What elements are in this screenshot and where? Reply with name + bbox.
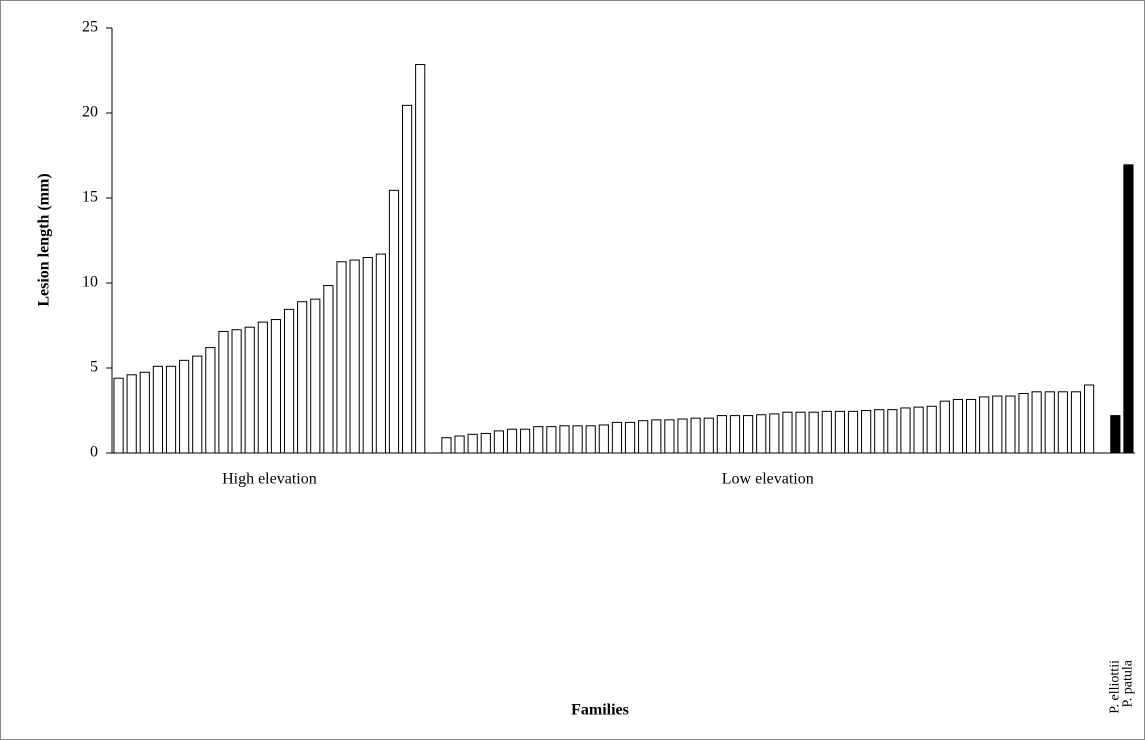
bar	[362, 257, 373, 454]
bar	[887, 409, 898, 454]
bar	[638, 420, 649, 454]
bar	[454, 435, 465, 454]
bar	[611, 421, 623, 454]
y-tick-label: 5	[90, 359, 98, 376]
bar	[979, 396, 990, 454]
bar	[926, 405, 937, 454]
bar	[244, 326, 255, 454]
bar	[1018, 393, 1029, 454]
bar	[402, 104, 413, 454]
bar	[546, 426, 557, 454]
bar	[1005, 395, 1016, 454]
bar	[1070, 391, 1082, 454]
bar	[257, 321, 268, 454]
bar	[480, 432, 491, 454]
bar	[1031, 391, 1042, 454]
bar	[1110, 415, 1121, 454]
bar	[415, 64, 426, 454]
bar	[874, 409, 885, 454]
bar	[323, 285, 334, 454]
bar	[139, 371, 150, 454]
bar	[952, 398, 964, 454]
bar	[467, 433, 478, 454]
x-axis-label: Families	[571, 702, 629, 719]
bar	[847, 410, 859, 454]
bar	[205, 347, 216, 454]
bar	[664, 419, 675, 454]
bar	[703, 417, 714, 454]
bar	[336, 261, 347, 454]
bar	[1123, 164, 1134, 454]
bar	[349, 259, 360, 454]
bar	[559, 425, 570, 454]
bar	[992, 395, 1003, 454]
bar	[520, 428, 531, 454]
bar	[441, 437, 452, 454]
bar	[310, 298, 321, 454]
y-tick-label: 0	[90, 444, 98, 461]
bar	[795, 411, 806, 454]
bar	[756, 414, 767, 454]
bar	[126, 374, 137, 454]
bar	[743, 415, 754, 454]
bar	[506, 428, 518, 454]
bar	[388, 189, 400, 454]
bar	[283, 308, 295, 454]
bar	[808, 411, 819, 454]
bar	[1044, 391, 1055, 454]
bar	[533, 426, 544, 454]
y-axis-label: Lesion length (mm)	[36, 173, 53, 306]
bar	[769, 413, 780, 454]
y-tick-label: 15	[82, 189, 98, 206]
bar	[677, 418, 688, 454]
bar	[585, 425, 596, 454]
bar	[113, 377, 124, 454]
group-label: Low elevation	[722, 471, 814, 488]
bar	[716, 415, 727, 454]
bar	[152, 365, 163, 454]
bar	[1084, 384, 1095, 454]
bar	[270, 319, 282, 454]
bar	[965, 398, 977, 454]
bar	[165, 365, 177, 454]
bar	[729, 415, 741, 454]
bar	[651, 419, 662, 454]
x-tick-label: P. elliottii	[1108, 660, 1123, 714]
bar	[572, 425, 583, 454]
bar	[624, 421, 636, 454]
bar	[900, 407, 911, 454]
bar	[297, 301, 308, 454]
y-tick-label: 25	[82, 19, 98, 36]
x-tick-label: P. patula	[1121, 659, 1136, 707]
bar	[834, 410, 845, 454]
bar	[861, 410, 872, 454]
bar	[231, 329, 242, 454]
bar	[913, 406, 924, 454]
bar	[1057, 391, 1068, 454]
bar	[598, 424, 609, 454]
bar	[179, 359, 190, 454]
bar	[375, 253, 386, 454]
y-tick-label: 10	[82, 274, 98, 291]
y-tick-label: 20	[82, 104, 98, 121]
bar	[192, 355, 203, 454]
group-label: High elevation	[222, 471, 317, 488]
bar	[690, 417, 701, 454]
bar	[493, 430, 504, 454]
bar	[821, 410, 832, 454]
bar	[782, 411, 793, 454]
bar	[218, 330, 229, 454]
bar	[939, 400, 950, 454]
